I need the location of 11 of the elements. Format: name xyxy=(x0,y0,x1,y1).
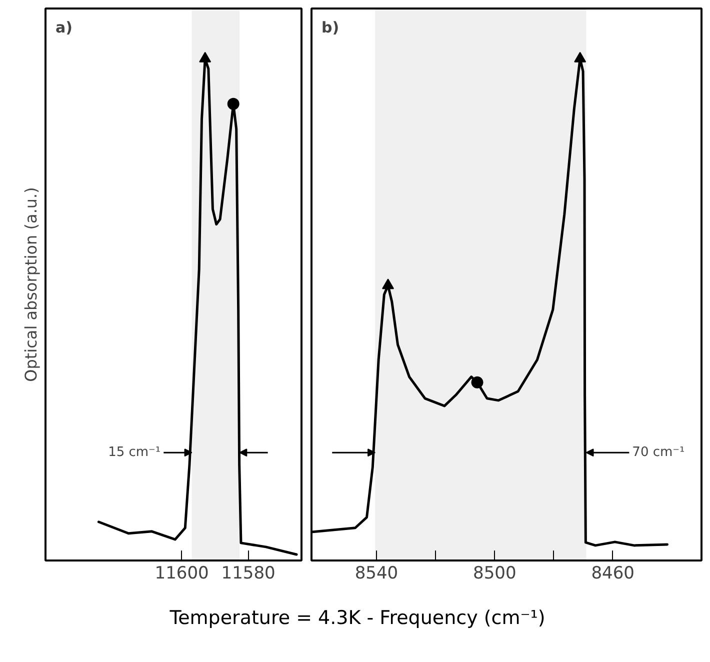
x-axis-title: Temperature = 4.3K - Frequency (cm⁻¹) xyxy=(170,606,546,631)
x-tick-label: 11580 xyxy=(221,564,276,584)
text: a) xyxy=(56,18,72,36)
x-tick-label: 8500 xyxy=(473,564,516,584)
x-tick-label: 8540 xyxy=(354,564,398,584)
band-label: 70 cm⁻¹ xyxy=(632,445,685,460)
x-tick-label: 11600 xyxy=(154,564,209,584)
band-label: 15 cm⁻¹ xyxy=(108,445,161,460)
x-tick-label: 8460 xyxy=(591,564,634,584)
text: b) xyxy=(322,18,340,36)
y-axis-title: Optical absorption (a.u.) xyxy=(22,187,40,382)
